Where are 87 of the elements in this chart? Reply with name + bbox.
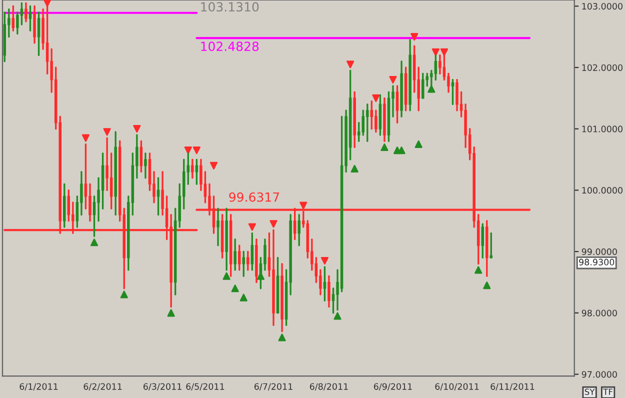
candlestick (421, 72, 424, 100)
y-tick-label: 103.0000 (582, 2, 622, 10)
candlestick (328, 275, 330, 308)
candlestick (490, 232, 493, 259)
candlestick (144, 152, 147, 179)
annotation: 102.4828 (201, 42, 259, 52)
y-tick-label: 102.0000 (582, 64, 622, 71)
y-tick-label: 100.0000 (582, 187, 622, 194)
candlestick (246, 250, 250, 271)
point (278, 334, 286, 342)
point (222, 272, 230, 280)
candlestick (250, 232, 254, 271)
candlestick (298, 214, 300, 246)
candlestick (88, 183, 92, 222)
candlestick (323, 266, 326, 302)
x-tick-label: 6/8/2011 (310, 383, 348, 391)
annotation: 103.1310 (201, 2, 259, 12)
point (240, 294, 248, 302)
candlestick (234, 238, 236, 271)
text: 98.9300 (579, 258, 614, 266)
candlestick (110, 152, 113, 210)
x-tick-label: 6/10/2011 (435, 383, 479, 391)
candlestick (374, 110, 378, 133)
point (414, 140, 422, 148)
point (372, 94, 380, 102)
point (103, 128, 111, 136)
candlestick (195, 158, 198, 185)
point (410, 33, 418, 41)
point (300, 202, 308, 210)
candlestick (434, 54, 438, 81)
candlestick (242, 250, 246, 277)
x-tick-label: 6/9/2011 (374, 383, 412, 391)
point (334, 312, 342, 320)
candlestick (140, 140, 143, 173)
x-tick-label: 6/11/2011 (490, 383, 534, 391)
point (167, 309, 175, 317)
y-tick-label: 99.0000 (582, 248, 617, 256)
y-tick-label: 97.0000 (582, 371, 617, 378)
point (483, 282, 491, 290)
candlestick (24, 2, 28, 22)
point (346, 60, 354, 68)
text: SY (584, 388, 595, 395)
point (474, 266, 482, 274)
y-tick-label: 98.0000 (582, 310, 617, 316)
candlestick (438, 54, 442, 74)
candlestick (67, 189, 70, 222)
x-tick-label: 6/7/2011 (254, 383, 292, 391)
candlestick (37, 11, 40, 56)
point (320, 256, 329, 265)
point (398, 146, 406, 154)
y-tick-label: 101.0000 (582, 126, 622, 132)
point (432, 48, 440, 56)
point (270, 220, 278, 228)
point (184, 146, 192, 154)
point (389, 76, 397, 84)
candlestick (238, 244, 241, 271)
point (440, 48, 448, 56)
x-tick-label: 6/3/2011 (144, 383, 182, 391)
x-tick-label: 6/1/2011 (20, 383, 58, 391)
point (350, 164, 358, 173)
candlestick (156, 177, 160, 216)
candlestick (16, 11, 19, 35)
candlestick (396, 85, 399, 124)
candlestick (481, 223, 484, 259)
point (231, 284, 239, 292)
candlestick (456, 78, 458, 112)
candlestick (28, 5, 32, 32)
point (380, 143, 388, 152)
candlestick (191, 158, 194, 179)
point (120, 290, 128, 298)
candlestick (451, 78, 454, 106)
point (248, 223, 256, 231)
point (192, 146, 200, 154)
point (44, 0, 52, 7)
point (133, 125, 141, 133)
point (90, 238, 98, 246)
candlestick (216, 208, 220, 246)
candlestick (20, 2, 24, 26)
point (210, 162, 218, 170)
candlestick (362, 110, 365, 136)
candlestick (370, 100, 374, 130)
candlestick (12, 5, 15, 32)
text: TF (603, 388, 613, 395)
point (82, 134, 90, 142)
x-tick-label: 6/2/2011 (84, 383, 122, 391)
x-tick-label: 6/5/2011 (186, 383, 224, 391)
annotation: 99.6317 (229, 192, 280, 202)
